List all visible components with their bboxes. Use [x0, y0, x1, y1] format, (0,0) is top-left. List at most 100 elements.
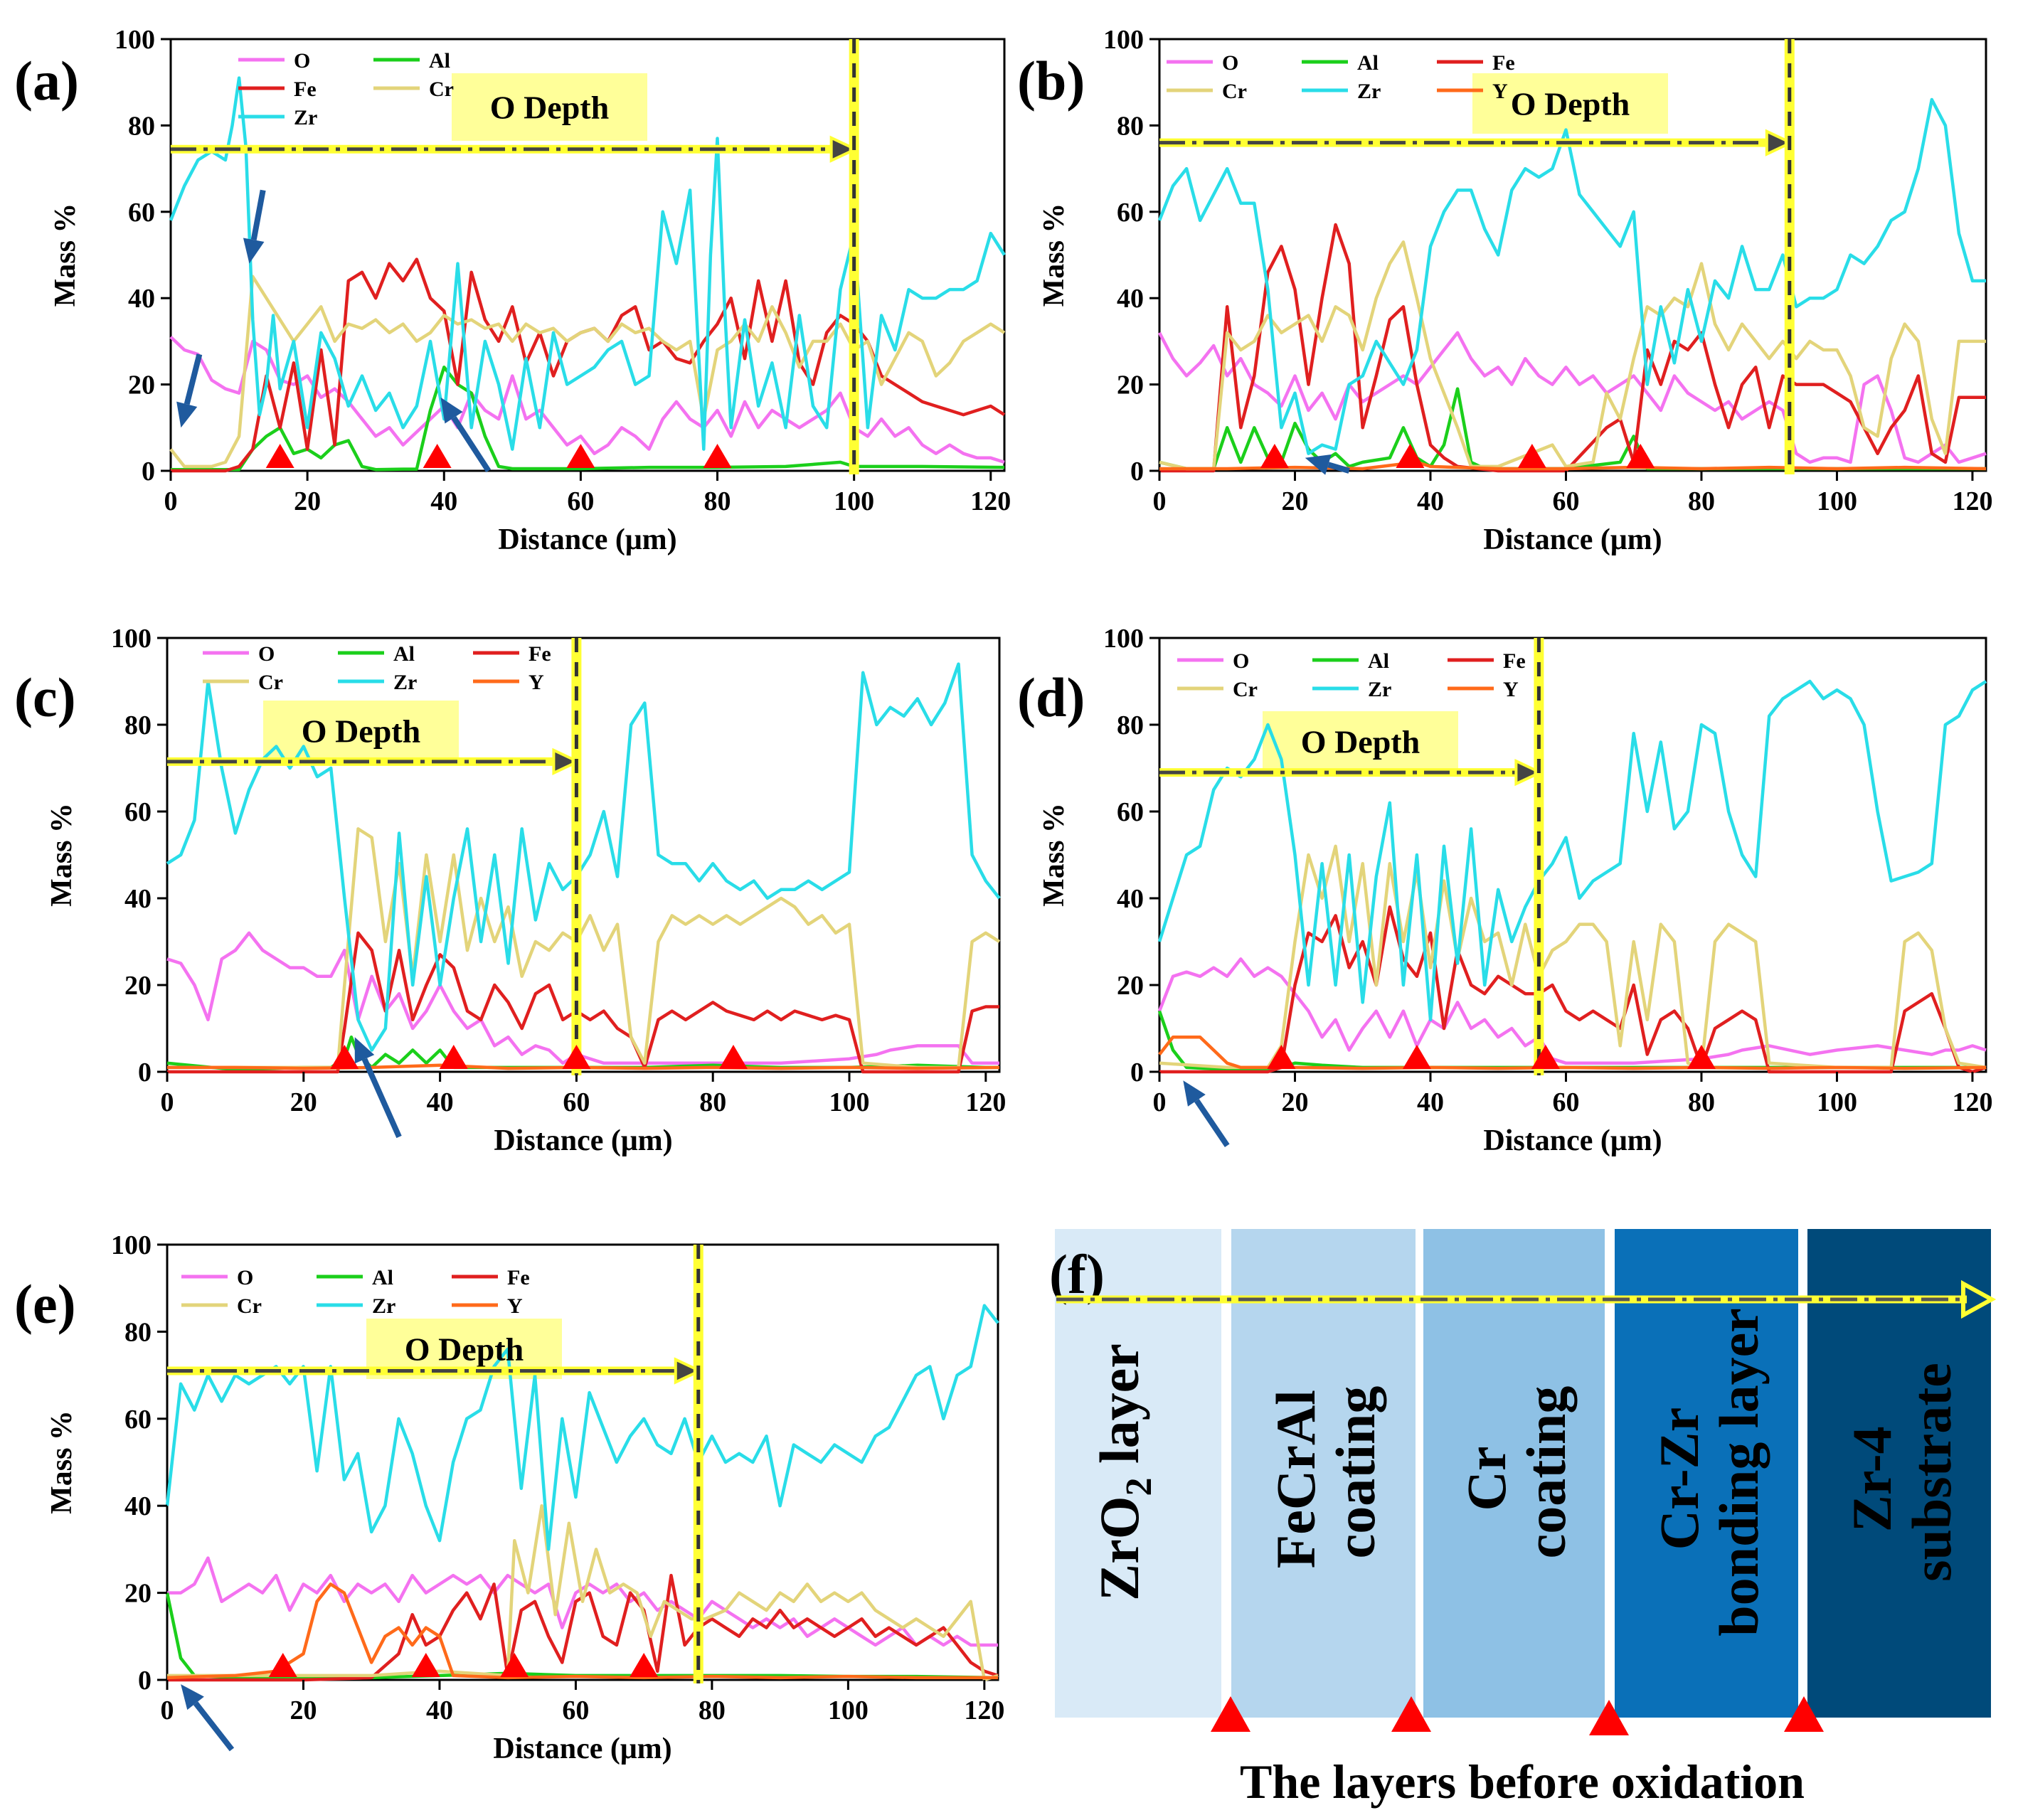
- layer-label-cr-line1: Cr: [1455, 1447, 1517, 1511]
- x-tick-label: 20: [290, 1087, 317, 1117]
- legend-label-al: Al: [393, 642, 415, 666]
- chart-panel-d: 0 20 40 60 80 100 120 0 20 40 60 80 100 Distance (μm)…: [1017, 624, 1992, 1157]
- x-tick-label: 40: [1417, 486, 1444, 516]
- plot-frame: [1158, 38, 1987, 472]
- y-axis-label: Mass %: [1038, 803, 1071, 907]
- legend-label-y: Y: [1503, 678, 1519, 701]
- plot-frame: [166, 637, 1001, 1073]
- series-line-o: [1157, 957, 1987, 1065]
- legend-label-fe: Fe: [1503, 649, 1526, 673]
- layer-boundary-marker: [1391, 1696, 1431, 1732]
- series-line-o: [167, 1556, 998, 1647]
- series-line-zr: [1157, 97, 1986, 455]
- chart-panel-c: 0 20 40 60 80 100 120 0 20 40 60 80 100 Distance (μm)…: [14, 624, 1006, 1157]
- legend: O Al Fe Cr Zr Y: [203, 642, 551, 694]
- series-line-o: [166, 931, 999, 1065]
- x-tick-label: 20: [290, 1696, 317, 1725]
- x-tick-label: 120: [1952, 1087, 1992, 1117]
- interface-marker: [566, 444, 595, 468]
- series-line-y: [1159, 460, 1987, 471]
- series-line-fe: [167, 1573, 999, 1682]
- svg-text:ZrO2 layer: ZrO2 layer: [1088, 1343, 1159, 1601]
- layer-label-cr-line2: coating: [1515, 1386, 1577, 1559]
- x-tick-label: 0: [1153, 1087, 1167, 1117]
- interface-marker: [423, 444, 452, 468]
- y-tick-label: 60: [124, 797, 152, 827]
- interface-marker: [265, 444, 294, 468]
- y-tick-label: 100: [115, 25, 155, 55]
- plot-frame: [1158, 637, 1987, 1073]
- panel-label: (b): [1017, 50, 1085, 112]
- panel-label: (e): [14, 1273, 76, 1335]
- legend-label-al: Al: [1368, 649, 1389, 673]
- legend-label-o: O: [258, 642, 275, 666]
- svg-text:Cr-Zr bonding layer: Cr-Zr bonding layer: [1648, 1308, 1770, 1637]
- svg-text:Cr coating: Cr coating: [1455, 1386, 1577, 1559]
- blue-arrow: [354, 1037, 402, 1139]
- y-tick-label: 0: [138, 1058, 152, 1087]
- x-tick-label: 20: [294, 486, 321, 516]
- y-tick-label: 60: [1117, 797, 1144, 827]
- o-depth-label-box: [1472, 73, 1668, 134]
- o-depth-indicator: [1159, 39, 1795, 474]
- x-tick-label: 100: [1817, 486, 1857, 516]
- legend-label-al: Al: [429, 49, 450, 73]
- series-line-zr: [1157, 679, 1987, 1022]
- layer-label-fecral-line2: coating: [1324, 1386, 1386, 1559]
- interface-marker: [411, 1653, 440, 1677]
- x-tick-label: 0: [1153, 486, 1167, 516]
- x-tick-label: 60: [1552, 1087, 1579, 1117]
- series-line-cr: [1159, 844, 1987, 1070]
- y-tick-label: 40: [1117, 284, 1144, 314]
- legend-label-fe: Fe: [529, 642, 551, 666]
- series-line-fe: [1159, 223, 1986, 473]
- layer-cr: [1423, 1229, 1605, 1718]
- blue-arrow: [440, 397, 492, 473]
- x-tick-label: 60: [567, 486, 594, 516]
- x-tick-label: 100: [829, 1087, 870, 1117]
- y-tick-label: 20: [1117, 971, 1144, 1001]
- diagram-caption: The layers before oxidation: [1240, 1755, 1805, 1809]
- y-tick-label: 80: [128, 111, 155, 141]
- x-tick-label: 120: [1952, 486, 1992, 516]
- o-depth-indicator: [167, 638, 582, 1075]
- y-tick-label: 60: [1117, 198, 1144, 228]
- y-tick-label: 0: [1130, 1058, 1144, 1087]
- x-axis-label: Distance (μm): [494, 1124, 672, 1157]
- blue-arrow: [1305, 454, 1350, 475]
- interface-marker: [439, 1045, 468, 1069]
- chart-panel-e: 0 20 40 60 80 100 120 0 20 40 60 80 100 Distance (μm)…: [14, 1230, 1004, 1765]
- layer-fecral: [1231, 1229, 1416, 1718]
- layer-label-cr-zr: Cr-Zr bonding layer: [1648, 1308, 1770, 1637]
- o-depth-label: O Depth: [302, 713, 420, 750]
- o-depth-indicator: [1159, 638, 1544, 1075]
- layer-boundary-marker: [1211, 1696, 1250, 1732]
- layer-zro2: [1055, 1229, 1221, 1718]
- y-axis-label: Mass %: [1038, 203, 1071, 307]
- x-tick-label: 80: [704, 486, 731, 516]
- interface-marker: [1260, 444, 1289, 468]
- x-tick-label: 80: [699, 1696, 726, 1725]
- x-tick-label: 40: [426, 1696, 453, 1725]
- x-tick-label: 80: [699, 1087, 726, 1117]
- blue-arrow: [1183, 1080, 1230, 1147]
- y-tick-label: 40: [128, 284, 155, 314]
- y-tick-label: 80: [1117, 111, 1144, 141]
- layer-zr4: [1807, 1229, 1991, 1718]
- legend-label-zr: Zr: [393, 671, 417, 694]
- x-tick-label: 100: [834, 486, 874, 516]
- interface-marker: [1687, 1045, 1716, 1069]
- x-tick-label: 100: [828, 1696, 869, 1725]
- o-depth-label-box: [263, 701, 459, 761]
- legend-label-o: O: [1222, 51, 1238, 75]
- x-tick-label: 0: [161, 1696, 174, 1725]
- blue-arrow: [243, 189, 266, 264]
- x-tick-label: 60: [563, 1087, 590, 1117]
- layer-label-zr4-line2: substrate: [1901, 1363, 1963, 1582]
- x-axis-label: Distance (μm): [1483, 523, 1662, 556]
- blue-arrow: [181, 1684, 235, 1752]
- interface-marker: [330, 1045, 359, 1069]
- layer-label-zro2: ZrO2 layer: [1088, 1343, 1159, 1601]
- series-line-zr: [166, 662, 1001, 1052]
